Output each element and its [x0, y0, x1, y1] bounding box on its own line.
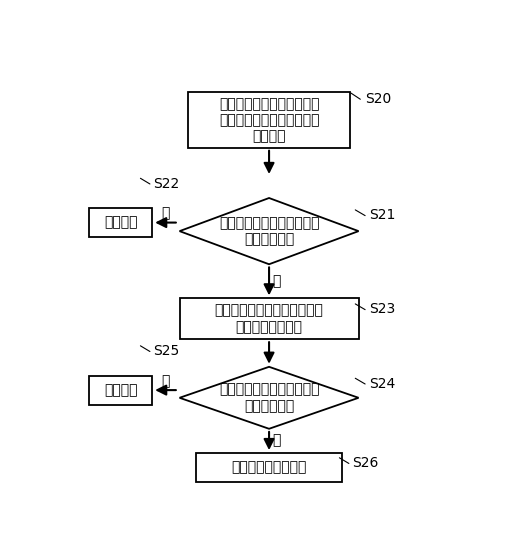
Text: 不作处理: 不作处理	[104, 383, 138, 397]
Bar	[196, 453, 342, 482]
Text: S20: S20	[365, 92, 391, 105]
Text: S21: S21	[369, 208, 395, 223]
Text: 预先设置感应距离区间对应
对应具体应用程序参数的具
体参数值: 预先设置感应距离区间对应 对应具体应用程序参数的具 体参数值	[219, 97, 319, 143]
Text: S26: S26	[352, 456, 379, 470]
Text: S25: S25	[153, 344, 180, 358]
Bar	[180, 299, 359, 339]
Text: 否: 否	[161, 206, 170, 220]
Text: 检测用户是否进入移动终端
的具体应用程: 检测用户是否进入移动终端 的具体应用程	[219, 216, 319, 246]
Bar	[188, 92, 351, 148]
Text: 否: 否	[161, 374, 170, 388]
Text: 调节具体应用参数值: 调节具体应用参数值	[232, 461, 307, 475]
Polygon shape	[180, 198, 359, 264]
Text: S24: S24	[369, 377, 395, 391]
Polygon shape	[180, 367, 359, 429]
Text: 是: 是	[272, 274, 280, 288]
Text: S22: S22	[153, 176, 180, 191]
Text: 是: 是	[272, 433, 280, 447]
Text: 近距离传感器获取遮挡物体到
触摸屏之间的距离: 近距离传感器获取遮挡物体到 触摸屏之间的距离	[215, 304, 323, 334]
Text: 不作处理: 不作处理	[104, 215, 138, 230]
Bar	[89, 208, 152, 237]
Text: 判断所述距离值是否在预设
的距离范围内: 判断所述距离值是否在预设 的距离范围内	[219, 383, 319, 413]
Text: S23: S23	[369, 302, 395, 316]
Bar	[89, 376, 152, 405]
